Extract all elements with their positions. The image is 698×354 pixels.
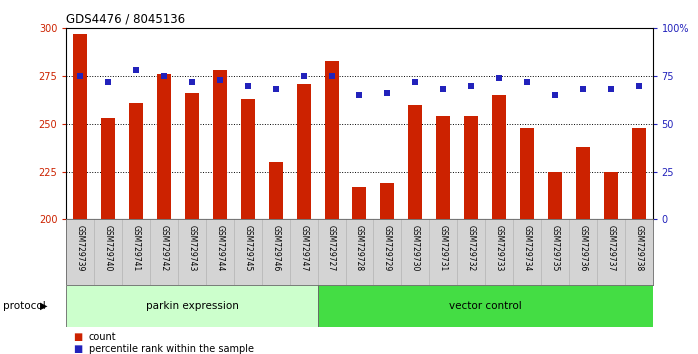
Text: GSM729739: GSM729739 [76,225,84,271]
Bar [576,147,590,219]
Point [466,83,477,88]
Text: ▶: ▶ [40,301,47,311]
Point [270,87,281,92]
Bar [325,61,339,219]
Text: protocol: protocol [3,301,46,311]
Text: GSM729735: GSM729735 [551,225,559,271]
Bar [101,118,115,219]
Point [75,73,86,79]
Text: GSM729741: GSM729741 [132,225,140,271]
Bar [492,95,506,219]
Bar [73,34,87,219]
Bar [129,103,143,219]
Text: GSM729746: GSM729746 [272,225,280,271]
Point [103,79,114,85]
Text: GSM729729: GSM729729 [383,225,392,271]
Point [186,79,198,85]
Point [158,73,170,79]
Text: GSM729728: GSM729728 [355,225,364,271]
Text: GSM729745: GSM729745 [244,225,252,271]
Text: GSM729737: GSM729737 [607,225,615,271]
Text: GSM729727: GSM729727 [327,225,336,271]
Bar [318,285,653,327]
Text: GSM729743: GSM729743 [188,225,196,271]
Text: GSM729730: GSM729730 [411,225,419,271]
Bar [408,105,422,219]
Bar [157,74,171,219]
Bar [66,285,318,327]
Bar [297,84,311,219]
Point [549,92,560,98]
Bar [185,93,199,219]
Point [326,73,337,79]
Bar [380,183,394,219]
Point [410,79,421,85]
Text: GSM729744: GSM729744 [216,225,224,271]
Bar [548,172,562,219]
Bar [436,116,450,219]
Bar [520,128,534,219]
Text: GSM729738: GSM729738 [634,225,643,271]
Bar [352,187,366,219]
Point [131,68,142,73]
Text: GSM729732: GSM729732 [467,225,475,271]
Point [521,79,533,85]
Text: ■: ■ [73,332,82,342]
Text: vector control: vector control [449,301,521,311]
Text: percentile rank within the sample: percentile rank within the sample [89,344,253,354]
Point [214,77,225,83]
Text: count: count [89,332,117,342]
Point [298,73,309,79]
Bar [632,128,646,219]
Point [577,87,588,92]
Text: GSM729736: GSM729736 [579,225,587,271]
Text: GSM729731: GSM729731 [439,225,447,271]
Bar [241,99,255,219]
Text: GDS4476 / 8045136: GDS4476 / 8045136 [66,12,186,25]
Point [633,83,644,88]
Point [382,91,393,96]
Text: ■: ■ [73,344,82,354]
Point [242,83,253,88]
Point [605,87,616,92]
Bar [269,162,283,219]
Bar [604,172,618,219]
Text: GSM729747: GSM729747 [299,225,308,271]
Point [438,87,449,92]
Bar [464,116,478,219]
Text: parkin expression: parkin expression [145,301,239,311]
Point [493,75,505,81]
Text: GSM729740: GSM729740 [104,225,112,271]
Text: GSM729734: GSM729734 [523,225,531,271]
Text: GSM729742: GSM729742 [160,225,168,271]
Point [354,92,365,98]
Text: GSM729733: GSM729733 [495,225,503,271]
Bar [213,70,227,219]
